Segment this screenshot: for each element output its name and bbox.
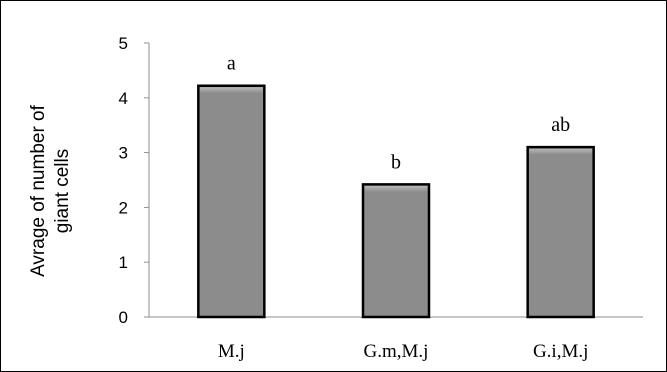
y-tick-label: 1 xyxy=(119,253,128,272)
bar-highlight xyxy=(364,185,428,192)
significance-label: a xyxy=(227,53,236,75)
bars xyxy=(197,84,595,319)
bar-body xyxy=(197,84,266,319)
y-axis-label: Avrage of number of giant cells xyxy=(28,104,73,277)
y-tick-label: 3 xyxy=(119,144,128,163)
significance-label: b xyxy=(391,151,401,173)
x-category-label: G.i,M.j xyxy=(533,341,588,362)
y-tick-label: 2 xyxy=(119,198,128,217)
significance-label: ab xyxy=(551,114,570,136)
labels: M.j a G.m,M.j b G.i,M.j ab xyxy=(218,53,589,362)
bar xyxy=(526,145,595,319)
y-tick-label: 0 xyxy=(119,308,128,327)
bar xyxy=(361,183,431,319)
x-category-label: G.m,M.j xyxy=(364,341,429,362)
y-tick-label: 4 xyxy=(119,89,128,108)
x-category-label: M.j xyxy=(218,341,245,362)
bar-highlight xyxy=(529,148,593,155)
y-tick-label: 5 xyxy=(119,34,128,53)
y-axis-label-line-2: giant cells xyxy=(52,149,73,234)
bar-body xyxy=(526,145,595,319)
bar xyxy=(197,84,266,319)
y-axis-label-line-1: Avrage of number of xyxy=(28,104,49,277)
bar-highlight xyxy=(199,87,263,94)
bar-body xyxy=(361,183,431,319)
